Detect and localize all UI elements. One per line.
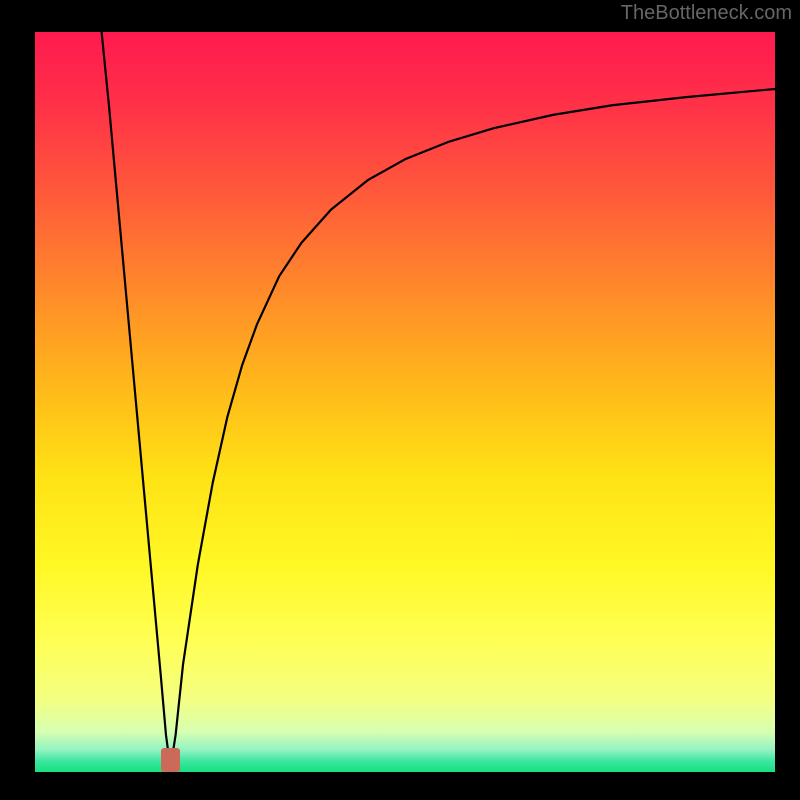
plot-area <box>35 32 775 772</box>
chart-container: TheBottleneck.com <box>0 0 800 800</box>
bottleneck-curve <box>102 32 775 768</box>
curve-layer <box>35 32 775 772</box>
watermark-text: TheBottleneck.com <box>621 2 792 25</box>
minimum-marker <box>161 748 180 772</box>
